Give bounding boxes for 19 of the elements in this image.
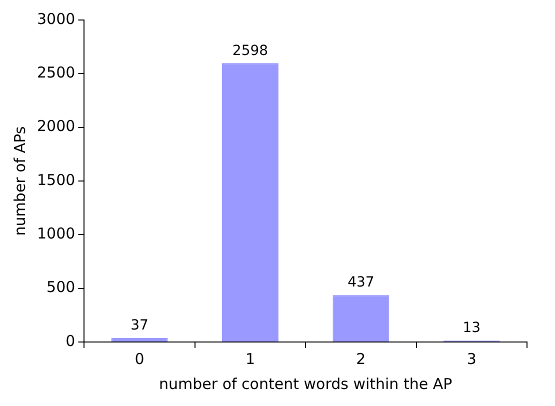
y-tick-label: 0 <box>66 332 76 350</box>
y-tick-label: 3000 <box>36 10 76 28</box>
x-tick-label: 3 <box>466 350 476 368</box>
y-axis-title: number of APs <box>10 126 29 236</box>
data-label: 13 <box>462 320 481 336</box>
x-axis-title: number of content words within the AP <box>159 374 452 393</box>
x-tick-label: 2 <box>356 350 366 368</box>
data-label: 37 <box>130 318 148 334</box>
y-tick-label: 1500 <box>36 170 76 189</box>
bar <box>332 295 390 342</box>
data-label: 2598 <box>232 42 268 59</box>
y-tick-label: 2500 <box>36 64 76 82</box>
y-tick-label: 500 <box>46 278 76 296</box>
x-tick-label: 0 <box>134 350 144 368</box>
bar <box>111 338 168 342</box>
x-tick-label: 1 <box>245 350 256 368</box>
y-tick-label: 2000 <box>36 117 76 136</box>
y-tick-label: 1000 <box>36 224 76 243</box>
data-label: 437 <box>348 274 374 291</box>
